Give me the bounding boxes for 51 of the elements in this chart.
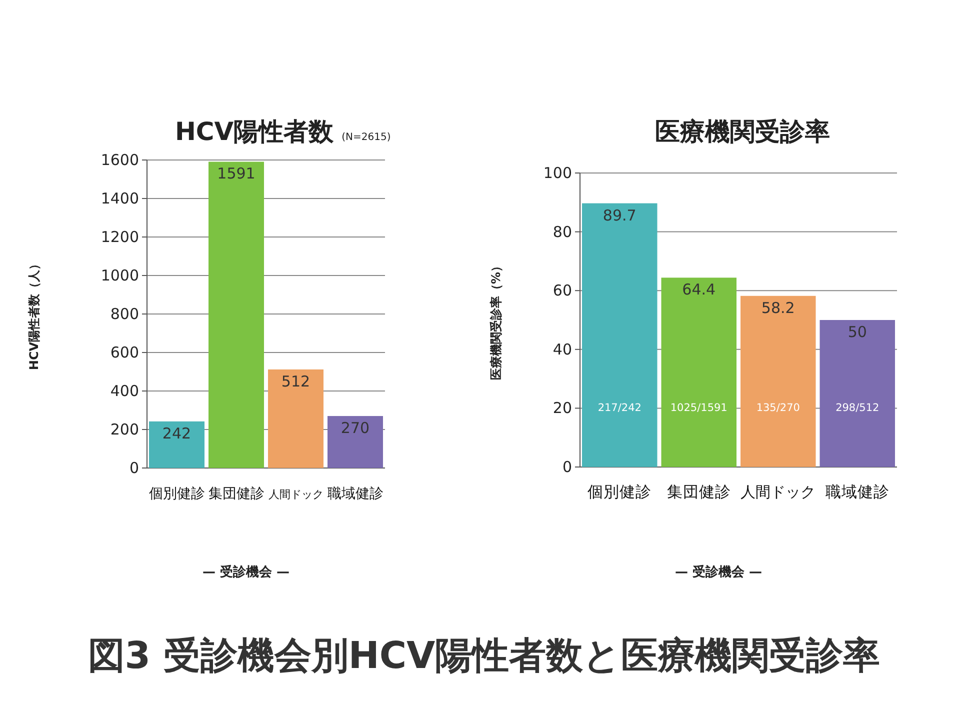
x-axis-title: — 受診機会 — <box>674 564 762 580</box>
y-tick-label: 60 <box>552 282 572 300</box>
bar <box>582 203 658 467</box>
bar <box>328 416 383 468</box>
bar <box>661 278 736 467</box>
x-tick-label: 人間ドック <box>740 483 816 501</box>
y-tick-label: 40 <box>552 340 572 358</box>
x-tick-label: 職域健診 <box>825 483 890 501</box>
data-label: 270 <box>340 419 370 438</box>
text: 図3 受診機会別HCV陽性者数と医療機関受診率 <box>88 634 880 677</box>
x-tick-label: 集団健診 <box>666 483 731 501</box>
y-tick-label: 80 <box>552 222 572 241</box>
y-tick-label: 1600 <box>100 151 139 169</box>
data-label: 64.4 <box>682 280 716 299</box>
y-tick-label: 600 <box>110 344 139 362</box>
bar <box>149 421 204 468</box>
chart-title: HCV陽性者数 <box>175 117 335 146</box>
y-tick-label: 0 <box>562 458 572 476</box>
x-tick-label: 個別健診 <box>148 486 205 502</box>
chart-subtitle: (N=2615) <box>342 132 391 143</box>
x-tick-label: 集団健診 <box>208 486 264 502</box>
annotation: 1025/1591 <box>670 402 728 414</box>
annotation: 135/270 <box>756 402 800 414</box>
data-label: 1591 <box>217 164 256 183</box>
y-tick-label: 200 <box>110 420 139 438</box>
y-tick-label: 1400 <box>100 190 139 208</box>
y-tick-label: 1200 <box>100 228 139 246</box>
x-tick-label: 人間ドック <box>268 488 324 501</box>
y-tick-label: 1000 <box>100 266 139 284</box>
y-axis-title: HCV陽性者数（人） <box>27 258 41 370</box>
chart-title: 医療機関受診率 <box>655 117 830 146</box>
data-label: 512 <box>281 372 310 390</box>
x-tick-label: 個別健診 <box>588 483 652 501</box>
data-label: 50 <box>848 323 867 341</box>
bar <box>740 296 816 467</box>
y-tick-label: 0 <box>129 459 139 477</box>
data-label: 58.2 <box>761 298 795 317</box>
x-axis-title: — 受診機会 — <box>202 564 290 580</box>
y-tick-label: 20 <box>552 399 572 418</box>
y-tick-label: 100 <box>543 164 572 182</box>
data-label: 89.7 <box>602 206 636 224</box>
y-tick-label: 400 <box>110 382 139 400</box>
annotation: 217/242 <box>598 402 642 414</box>
bar <box>268 369 324 468</box>
bar <box>208 162 264 468</box>
annotation: 298/512 <box>836 402 880 414</box>
data-label: 242 <box>162 424 192 442</box>
y-tick-label: 800 <box>110 305 139 323</box>
bar <box>820 320 895 467</box>
x-tick-label: 職域健診 <box>327 486 384 502</box>
y-axis-title: 医療機関受診率（%） <box>489 260 503 380</box>
